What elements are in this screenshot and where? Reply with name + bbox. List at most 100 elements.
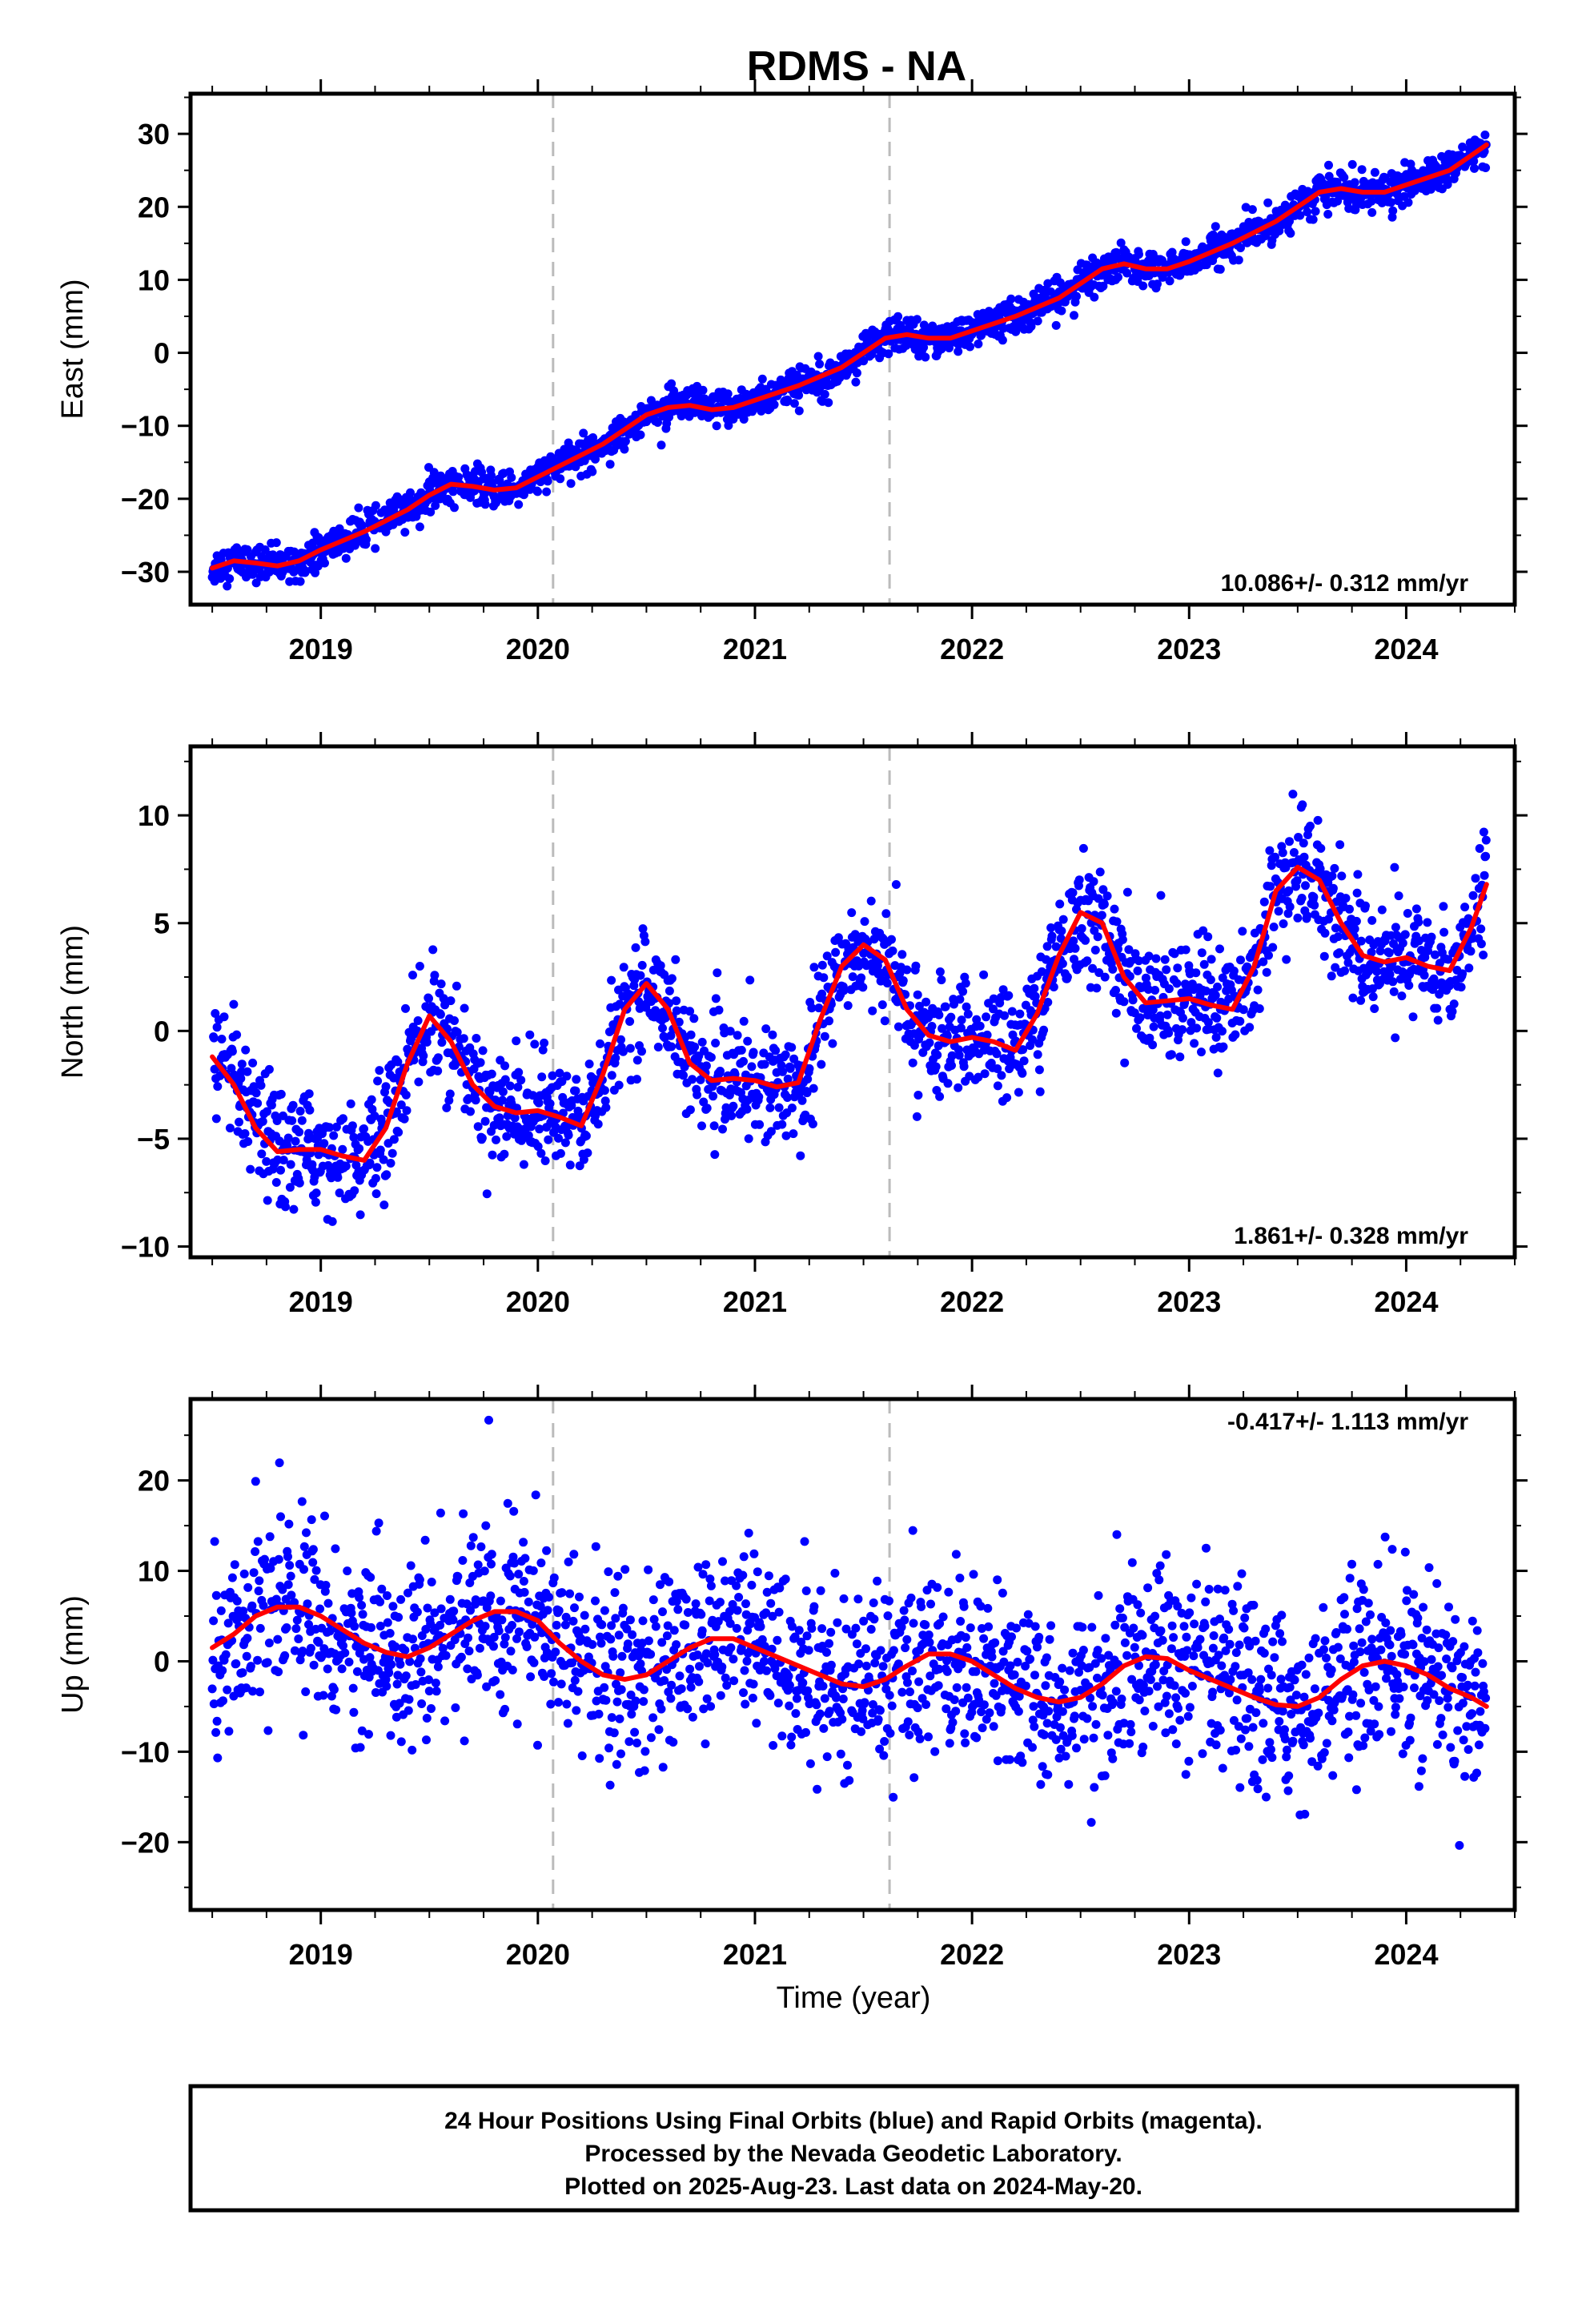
north-data-point [341, 1161, 351, 1171]
north-data-point [593, 1120, 603, 1129]
north-data-point [459, 1034, 468, 1043]
east-x-tick-label: 2022 [940, 633, 1004, 665]
up-data-point [564, 1557, 573, 1566]
up-data-point [600, 1606, 609, 1615]
north-y-tick-label: 5 [154, 907, 170, 940]
north-data-point [371, 1174, 380, 1183]
north-y-tick-label: 10 [138, 799, 170, 832]
up-data-point [401, 1671, 411, 1681]
north-data-point [219, 1012, 229, 1022]
up-data-point [238, 1668, 247, 1678]
north-data-point [1095, 867, 1105, 877]
up-data-point [591, 1542, 600, 1551]
up-data-point [766, 1598, 776, 1608]
north-data-point [1356, 936, 1366, 946]
up-data-point [445, 1594, 455, 1604]
east-data-point [1057, 306, 1066, 316]
up-data-point [717, 1663, 727, 1671]
north-data-point [768, 1030, 777, 1039]
up-data-point [337, 1664, 347, 1674]
north-data-point [1019, 1056, 1029, 1066]
up-data-point [813, 1784, 822, 1794]
up-data-point [422, 1735, 431, 1745]
north-data-point [424, 994, 433, 1003]
north-data-point [1299, 852, 1309, 862]
north-data-point [709, 1092, 718, 1101]
up-data-point [213, 1753, 223, 1763]
east-data-point [1339, 173, 1349, 183]
up-data-point [497, 1615, 507, 1625]
east-data-point [1311, 207, 1320, 216]
east-data-point [1275, 226, 1284, 235]
north-data-point [847, 908, 857, 918]
up-data-point [486, 1591, 496, 1601]
up-data-point [822, 1647, 831, 1657]
up-data-point [609, 1728, 619, 1738]
north-data-point [858, 983, 868, 992]
north-data-point [1100, 972, 1110, 982]
up-data-point [514, 1570, 524, 1579]
north-data-point [881, 909, 891, 919]
up-data-point [480, 1566, 489, 1576]
east-data-point [723, 389, 733, 399]
up-data-point [860, 1698, 869, 1707]
up-data-point [211, 1590, 221, 1600]
north-data-point [1120, 1058, 1130, 1068]
north-data-point [737, 1045, 746, 1055]
north-data-point [760, 1059, 769, 1069]
up-data-point [417, 1699, 427, 1708]
up-data-point [616, 1685, 626, 1695]
up-data-point [306, 1643, 315, 1653]
north-data-point [446, 996, 456, 1006]
north-data-point [1480, 870, 1489, 880]
north-data-point [225, 1124, 235, 1133]
up-data-point [820, 1694, 829, 1703]
north-data-point [1306, 822, 1315, 830]
north-data-point [866, 896, 876, 906]
north-data-point [625, 1043, 635, 1053]
north-data-point [913, 1091, 923, 1100]
north-data-point [253, 1099, 263, 1108]
up-data-point [487, 1550, 496, 1559]
north-data-point [957, 1015, 966, 1025]
north-data-point [1368, 992, 1378, 1002]
north-data-point [288, 1100, 298, 1110]
north-data-point [1475, 844, 1484, 853]
east-data-point [893, 312, 903, 321]
north-data-point [697, 1121, 706, 1131]
north-data-point [817, 1059, 826, 1069]
north-data-point [880, 1016, 889, 1026]
up-data-point [355, 1593, 364, 1602]
east-x-tick-label: 2020 [506, 633, 570, 665]
up-data-point [726, 1643, 736, 1652]
north-data-point [711, 1039, 721, 1047]
up-data-point [375, 1597, 385, 1606]
up-data-point [388, 1602, 398, 1611]
north-data-point [1122, 887, 1132, 897]
up-data-point [367, 1622, 375, 1632]
north-data-point [848, 972, 857, 982]
up-data-point [487, 1559, 496, 1569]
up-data-point [347, 1608, 356, 1618]
up-data-point [765, 1691, 775, 1700]
north-data-point [346, 1099, 355, 1108]
north-data-point [908, 1058, 917, 1068]
up-data-point [809, 1602, 819, 1611]
east-data-point [556, 474, 565, 484]
east-data-point [1026, 322, 1036, 332]
up-data-point [580, 1624, 590, 1634]
east-data-point [450, 503, 459, 513]
up-data-point [283, 1580, 293, 1590]
up-data-point [601, 1695, 611, 1705]
east-data-point [769, 400, 779, 409]
up-data-point [243, 1634, 252, 1643]
up-data-point [740, 1666, 749, 1675]
north-data-point [1361, 901, 1370, 911]
up-data-point [878, 1662, 888, 1671]
up-data-point [675, 1671, 685, 1681]
up-data-point [480, 1622, 490, 1631]
up-data-point [500, 1633, 510, 1642]
up-data-point [677, 1684, 686, 1694]
up-data-point [344, 1657, 354, 1667]
